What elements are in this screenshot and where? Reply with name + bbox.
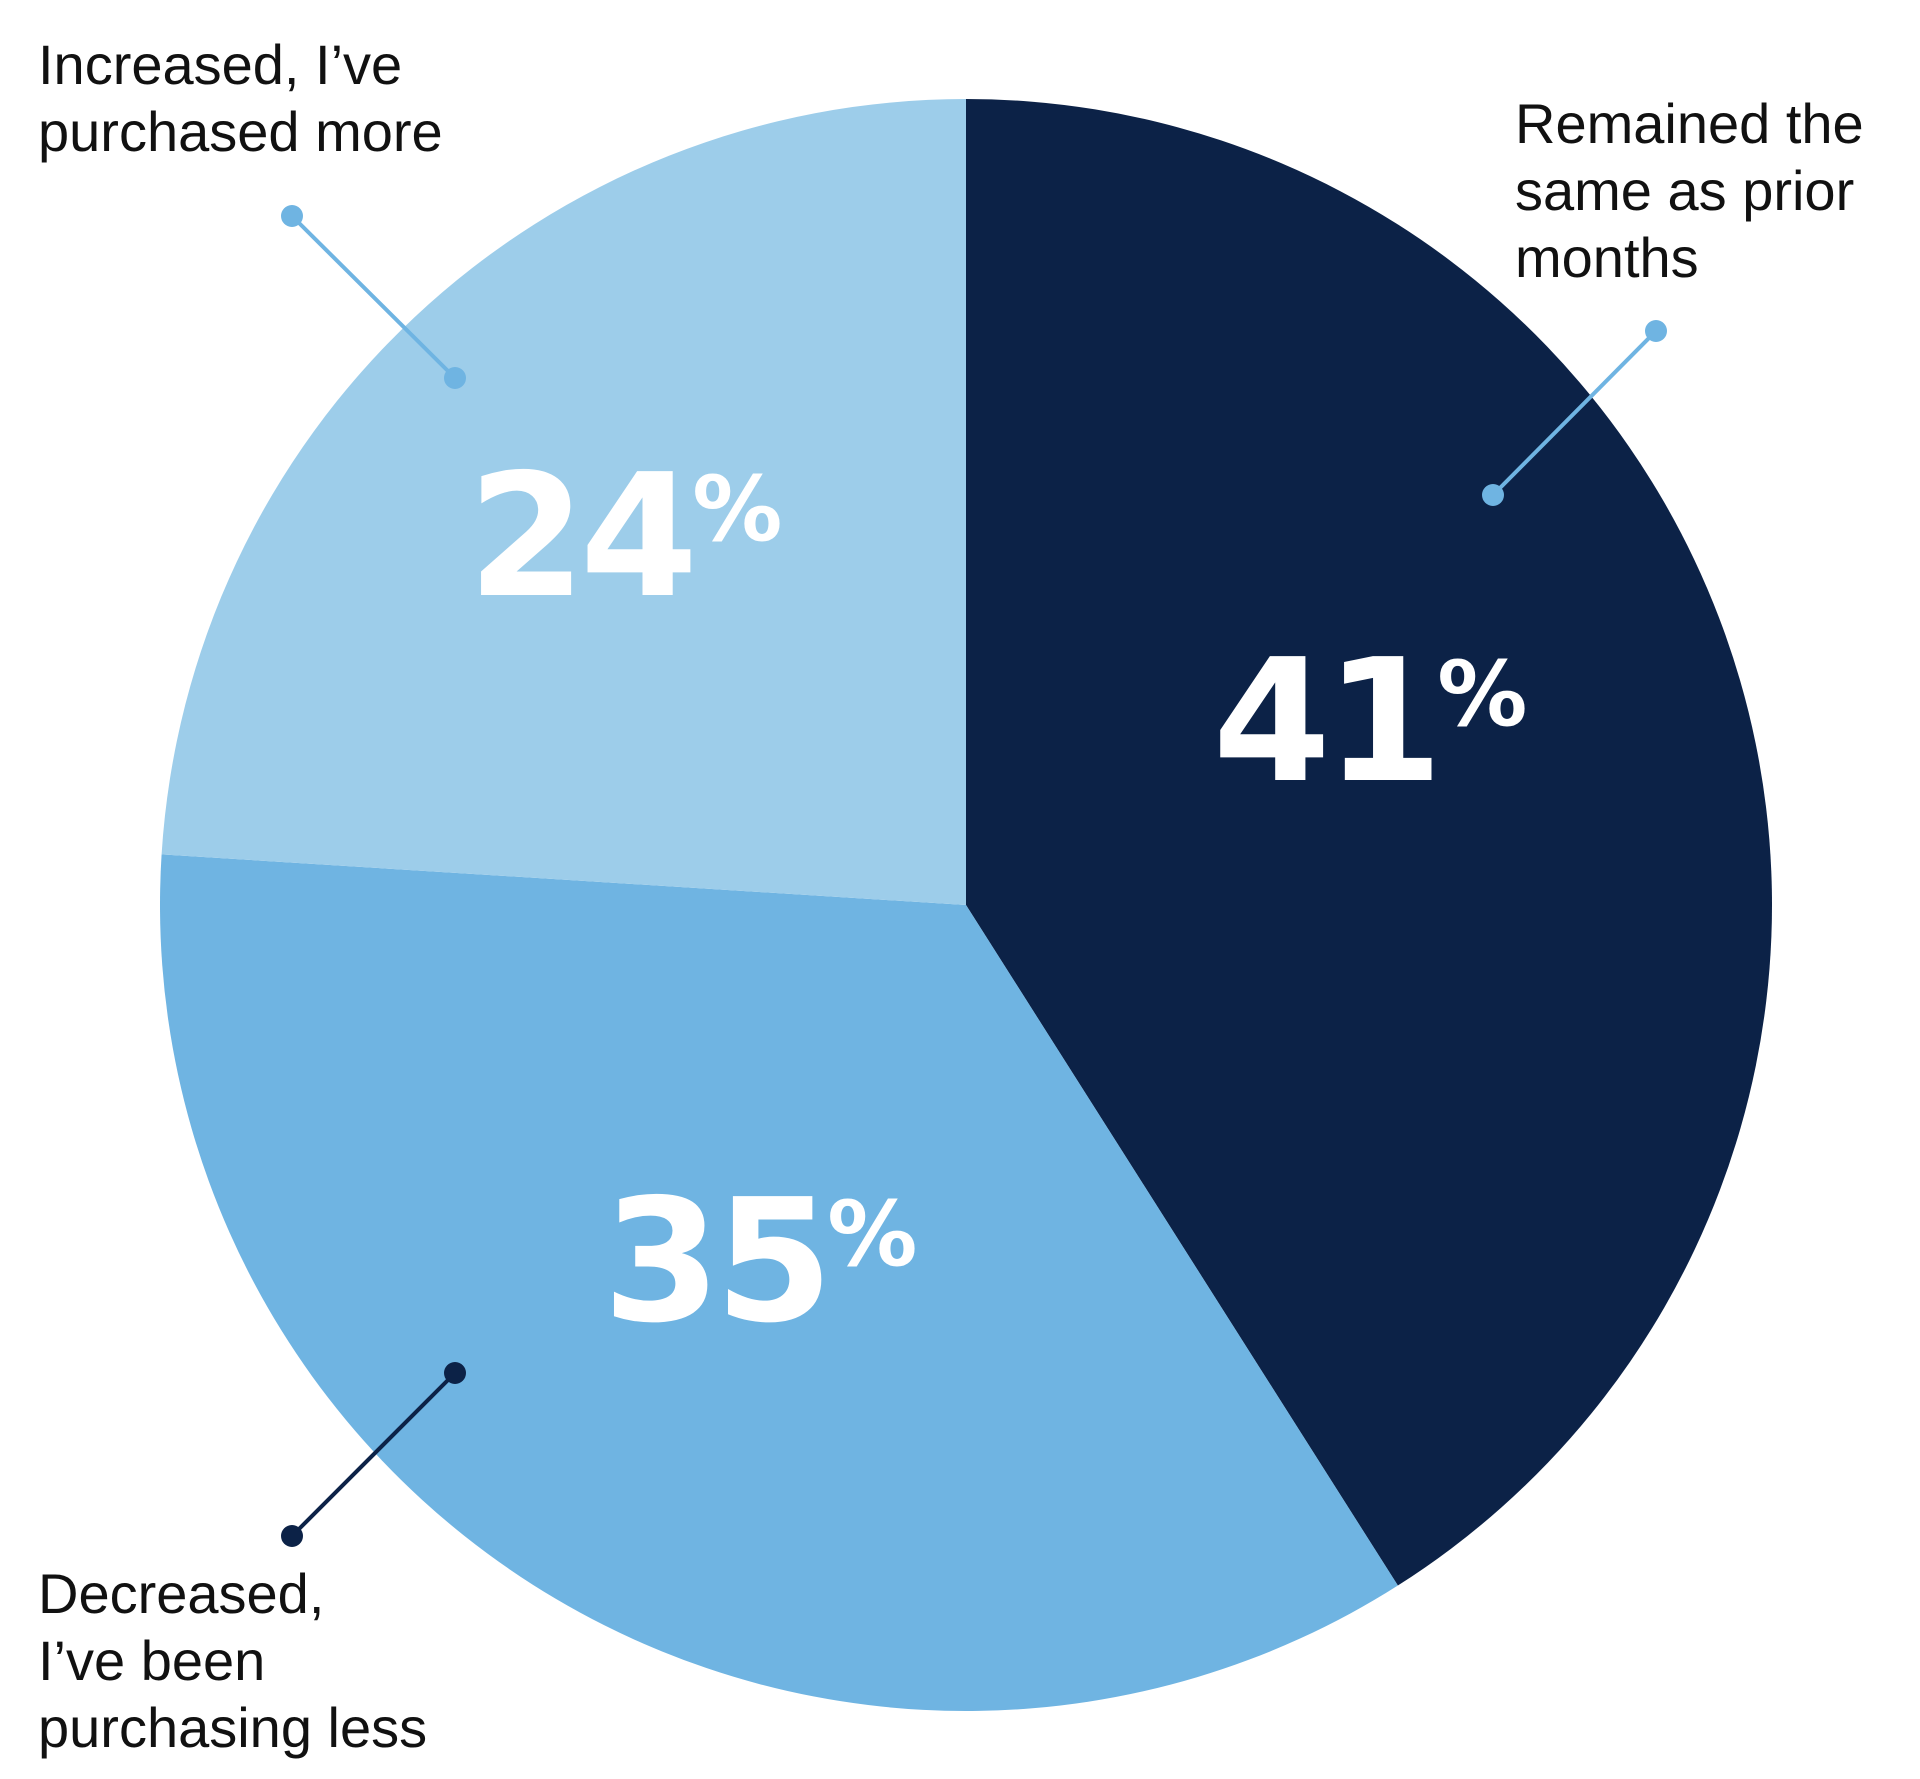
leader-dot-1-2 <box>1645 320 1667 342</box>
leader-dot-1-1 <box>1482 484 1504 506</box>
pie-slice-3 <box>161 98 966 906</box>
value-label-2: 35% <box>603 1163 918 1361</box>
value-label-1: 41% <box>1213 623 1528 821</box>
pie-slice-2 <box>160 854 1398 1711</box>
leader-line-1 <box>1491 329 1658 497</box>
leader-dot-3-2 <box>281 205 303 227</box>
pie-slices <box>160 98 1772 1711</box>
leader-dot-3-1 <box>444 367 466 389</box>
value-label-3: 24% <box>468 438 783 636</box>
leader-line-3 <box>290 214 457 380</box>
leader-line-2 <box>290 1371 457 1538</box>
category-label-2: Decreased, I’ve been purchasing less <box>38 1562 427 1759</box>
category-label-3: Increased, I’ve purchased more <box>38 33 443 163</box>
leader-dot-2-1 <box>444 1362 466 1384</box>
category-label-1: Remained the same as prior months <box>1515 92 1864 289</box>
leader-dot-2-2 <box>281 1525 303 1547</box>
pie-slice-1 <box>966 99 1772 1586</box>
